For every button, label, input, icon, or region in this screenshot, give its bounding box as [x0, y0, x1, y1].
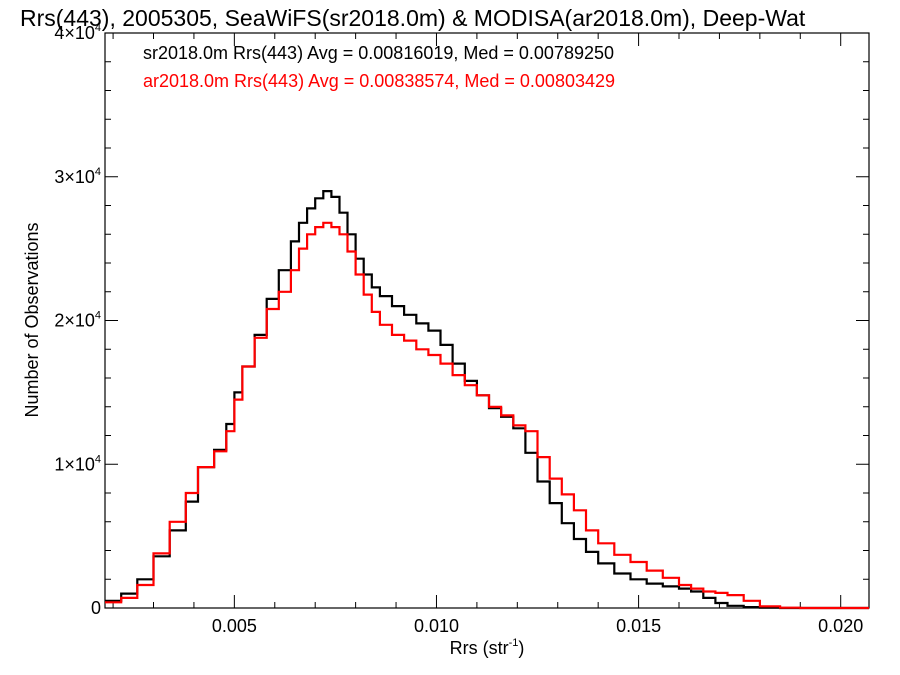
x-axis-label: Rrs (str-1) — [450, 637, 525, 658]
series-lines — [105, 190, 869, 610]
x-tick-labels: 0.005 0.010 0.015 0.020 — [212, 616, 863, 636]
y-tick-label: 0 — [91, 598, 101, 618]
axis-ticks — [105, 32, 869, 609]
y-tick-label-exponent: 4 — [95, 166, 101, 178]
legend-entry-seawifs: sr2018.0m Rrs(443) Avg = 0.00816019, Med… — [143, 43, 614, 63]
x-tick-label: 0.020 — [818, 616, 863, 636]
y-tick-label-main: 3×10 — [54, 167, 95, 187]
y-tick-label: 1×104 — [54, 453, 101, 474]
y-tick-label-main: 0 — [91, 598, 101, 618]
legend: sr2018.0m Rrs(443) Avg = 0.00816019, Med… — [143, 43, 615, 91]
y-tick-label-exponent: 4 — [95, 453, 101, 465]
y-tick-label-exponent: 4 — [95, 22, 101, 34]
y-tick-label: 2×104 — [54, 310, 101, 331]
x-axis-label-main: Rrs (str — [450, 638, 509, 658]
y-tick-label-exponent: 4 — [95, 310, 101, 322]
x-tick-label: 0.005 — [212, 616, 257, 636]
series-line-modisa — [105, 221, 869, 610]
y-tick-label-main: 2×10 — [54, 311, 95, 331]
chart-title: Rrs(443), 2005305, SeaWiFS(sr2018.0m) & … — [20, 5, 806, 31]
x-tick-label: 0.015 — [616, 616, 661, 636]
series-line-seawifs — [105, 190, 869, 610]
plot-frame — [104, 32, 870, 609]
y-tick-label: 3×104 — [54, 166, 101, 187]
y-tick-label-main: 1×10 — [54, 454, 95, 474]
x-tick-label: 0.010 — [414, 616, 459, 636]
x-axis-label-sup: -1 — [509, 637, 519, 649]
y-tick-label: 4×104 — [54, 22, 101, 43]
legend-entry-modisa: ar2018.0m Rrs(443) Avg = 0.00838574, Med… — [143, 71, 615, 91]
x-axis-label-end: ) — [518, 638, 524, 658]
y-tick-label-main: 4×10 — [54, 23, 95, 43]
y-axis-label: Number of Observations — [22, 222, 42, 417]
